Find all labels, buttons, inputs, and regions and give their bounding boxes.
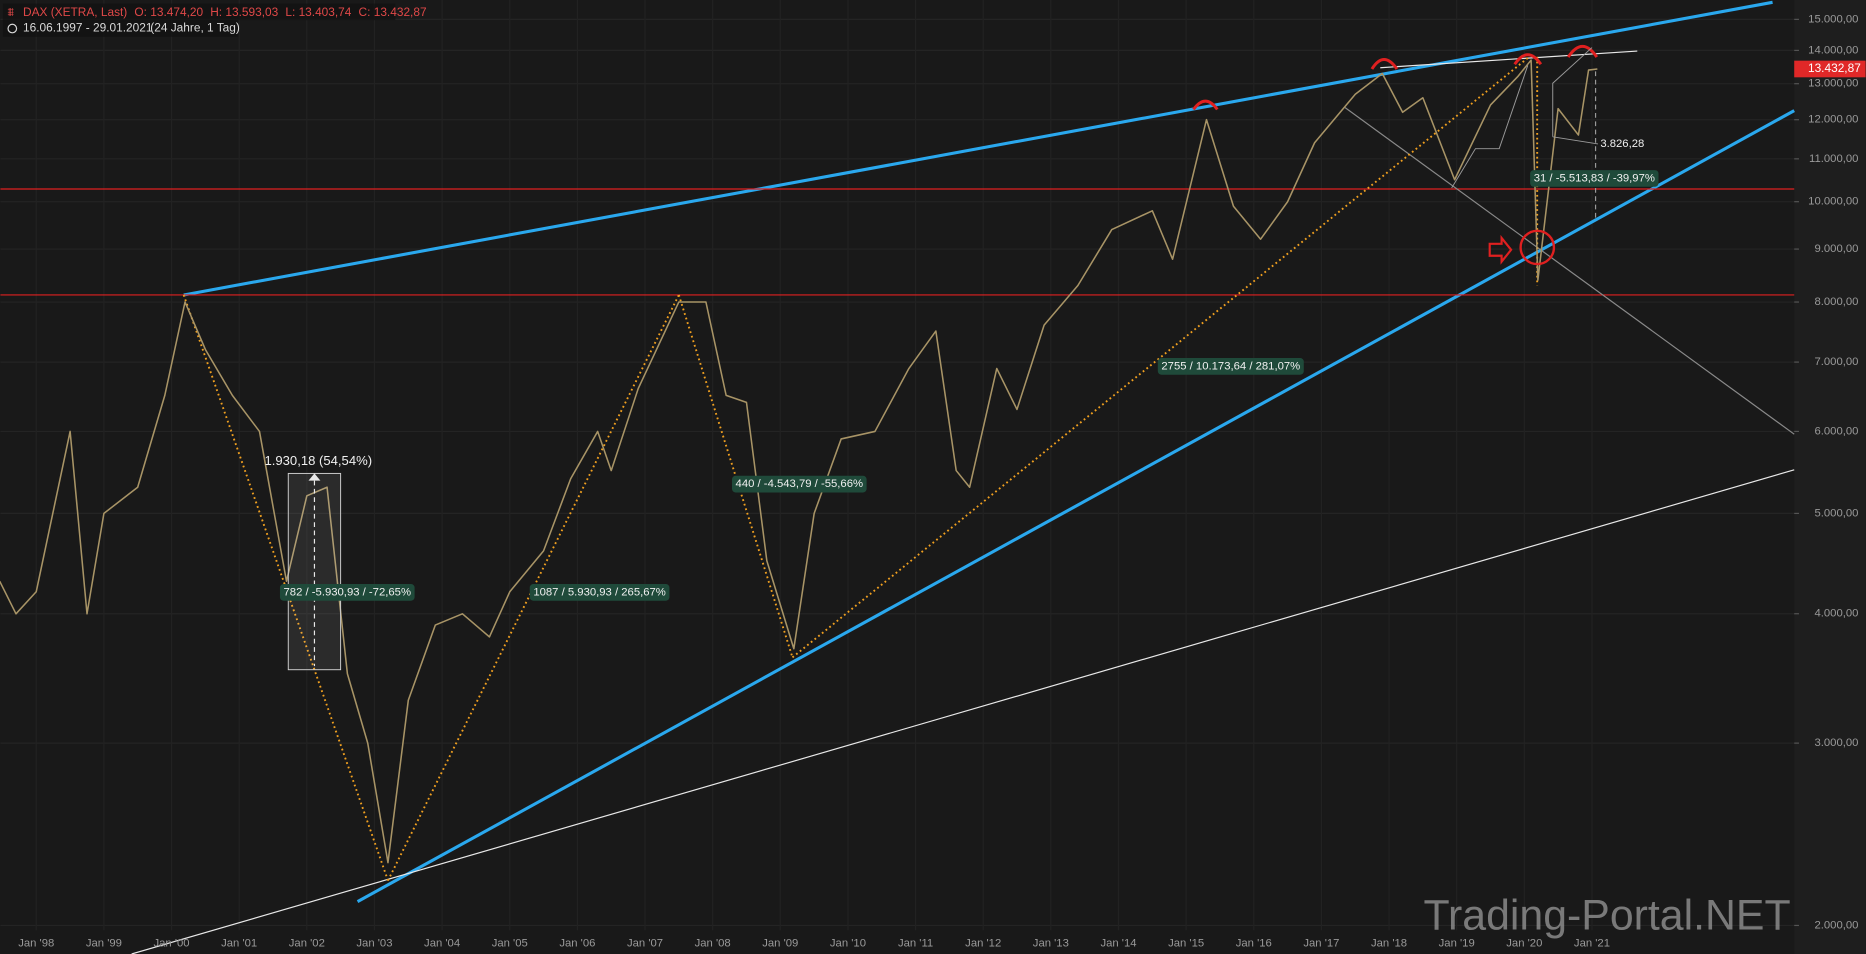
trendline [356, 109, 1795, 903]
x-tick-label: Jan '10 [830, 937, 866, 949]
grid [0, 18, 1795, 927]
x-tick-label: Jan '04 [424, 937, 460, 949]
period-note: (24 Jahre, 1 Tag) [150, 21, 240, 35]
annotation-box [1530, 170, 1659, 187]
x-tick-label: Jan '18 [1371, 937, 1407, 949]
annotation-box [279, 584, 415, 601]
x-tick-label: Jan '11 [898, 937, 933, 949]
x-tick-label: Jan '17 [1303, 937, 1339, 949]
annotation: 782 / -5.930,93 / -72,65% [284, 586, 412, 598]
plot-background [0, 0, 1794, 954]
trendline [791, 56, 1530, 659]
decorations [287, 44, 1599, 671]
x-tick-label: Jan '05 [492, 937, 528, 949]
arrow-head [308, 473, 321, 481]
pointer-arrow [1488, 234, 1513, 265]
header-text: C: 13.432,87 [359, 5, 427, 19]
header-text: H: 13.593,03 [210, 5, 278, 19]
x-tick-label: Jan '16 [1236, 937, 1272, 949]
x-tick-label: Jan '19 [1439, 937, 1475, 949]
header-bg [2, 20, 239, 37]
header-bg [2, 3, 396, 21]
y-tick-label: 3.000,00 [1814, 737, 1858, 749]
x-tick-label: Jan '98 [18, 937, 54, 949]
x-tick-label: Jan '00 [154, 937, 190, 949]
trendline [1344, 106, 1795, 435]
highlight-circle [1519, 229, 1556, 266]
trendline [131, 469, 1795, 954]
header-text: DAX (XETRA, Last) [23, 5, 127, 19]
x-tick-label: Jan '08 [695, 937, 731, 949]
watermark: Trading-Portal.NET [1423, 892, 1790, 940]
y-tick-label: 6.000,00 [1814, 425, 1858, 437]
header-text: L: 13.403,74 [285, 5, 351, 19]
y-tick-label: 7.000,00 [1814, 356, 1858, 368]
annotation-box [529, 584, 670, 601]
trendline [183, 0, 1773, 297]
x-tick-label: Jan '02 [289, 937, 325, 949]
clock-icon [7, 23, 18, 34]
x-tick-label: Jan '03 [356, 937, 392, 949]
price-line [0, 59, 1598, 864]
period: 16.06.1997 - 29.01.2021 [23, 21, 153, 35]
y-tick-label: 10.000,00 [1808, 196, 1858, 208]
y-tick-label: 14.000,00 [1808, 44, 1858, 56]
y-tick-label: 13.000,00 [1808, 78, 1858, 90]
x-tick-label: Jan '06 [559, 937, 595, 949]
x-tick-label: Jan '21 [1574, 937, 1610, 949]
pattern-line [1451, 65, 1529, 189]
annotation: 2755 / 10.173,64 / 281,07% [1161, 360, 1300, 372]
annotation-box [1157, 358, 1304, 375]
x-tick-label: Jan '01 [221, 937, 257, 949]
x-tick-label: Jan '99 [86, 937, 122, 949]
peak-arc [1192, 99, 1219, 111]
y-tick-label: 11.000,00 [1809, 153, 1858, 165]
header-icon: ⩩ [8, 5, 15, 19]
pattern-line [1552, 47, 1599, 145]
x-tick-label: Jan '20 [1506, 937, 1542, 949]
axis-panel [1794, 0, 1866, 954]
peak-arc [1513, 53, 1543, 66]
annotation: 3.826,28 [1600, 138, 1644, 150]
header-line: DAX (XETRA, Last) O: 13.474,20 H: 13.593,0… [23, 5, 427, 19]
trendline [677, 294, 794, 658]
x-tick-label: Jan '09 [762, 937, 798, 949]
axes: 2.000,00 3.000,00 4.000,00 5.000,00 6.000,00… [18, 13, 1866, 949]
annotation: 1.930,18 (54,54%) [264, 453, 372, 468]
annotation: 440 / -4.543,79 / -55,66% [736, 478, 864, 490]
y-tick-label: 2.000,00 [1814, 919, 1858, 931]
y-tick-label: 4.000,00 [1814, 608, 1858, 620]
y-tick-label: 8.000,00 [1814, 296, 1858, 308]
peak-arc [1566, 44, 1598, 58]
peak-arc [1370, 58, 1399, 70]
x-tick-label: Jan '13 [1033, 937, 1069, 949]
header-text: O: 13.474,20 [134, 5, 203, 19]
annotation: 1087 / 5.930,93 / 265,67% [533, 586, 666, 598]
x-tick-label: Jan '14 [1100, 937, 1136, 949]
annotation-box [731, 475, 867, 493]
price [0, 59, 1598, 864]
y-tick-label: 15.000,00 [1808, 13, 1858, 25]
x-tick-label: Jan '07 [627, 937, 663, 949]
y-tick-label: 5.000,00 [1814, 507, 1858, 519]
y-tick-label: 12.000,00 [1808, 114, 1858, 126]
annotation: 31 / -5.513,83 / -39,97% [1534, 172, 1655, 184]
last-price-tag [1794, 60, 1866, 78]
x-tick-label: Jan '15 [1168, 937, 1204, 949]
last-price-label: 13.432,87 [1808, 61, 1861, 75]
x-tick-label: Jan '12 [965, 937, 1001, 949]
annotations: 1.930,18 (54,54%) 782 / -5.930,93 / -72,6… [264, 138, 1659, 601]
y-tick-label: 9.000,00 [1814, 243, 1858, 255]
